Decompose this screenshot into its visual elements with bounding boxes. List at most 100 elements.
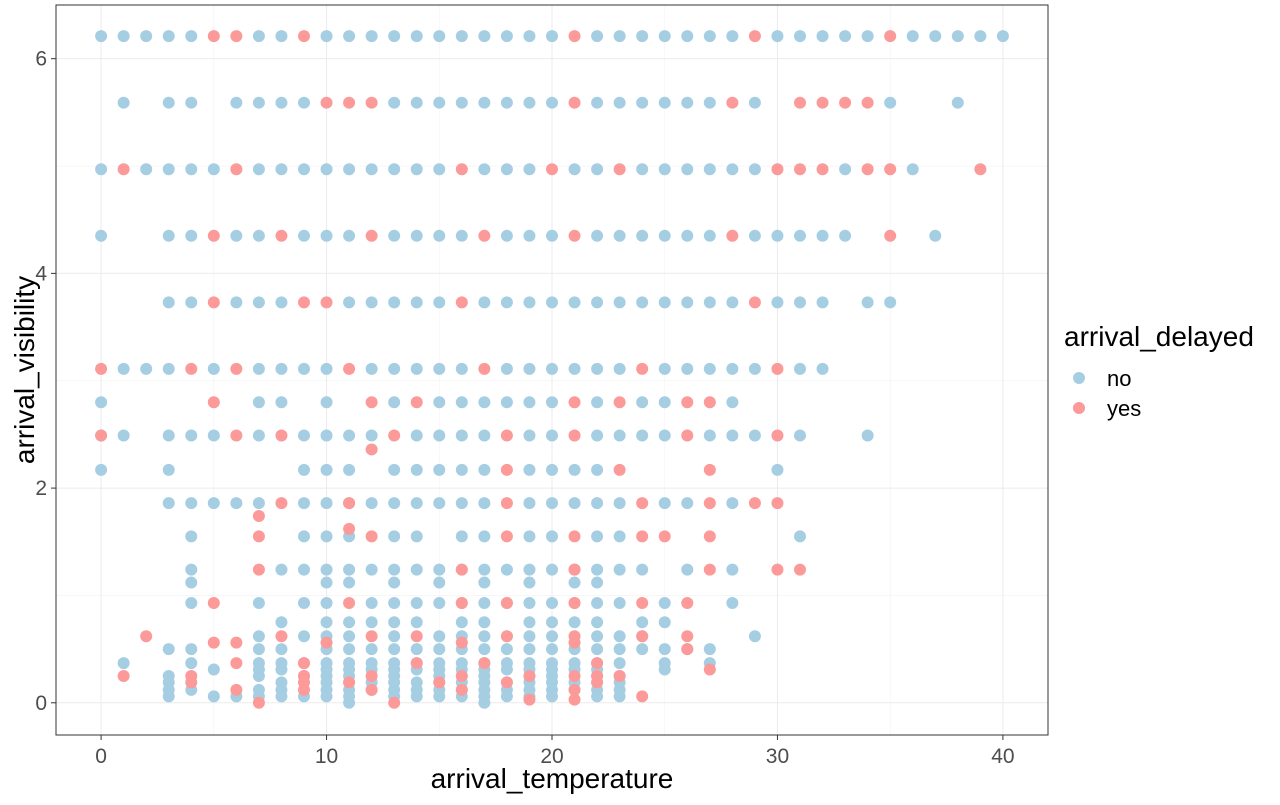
data-point-no: [839, 30, 852, 43]
data-point-no: [343, 30, 356, 43]
data-point-no: [185, 643, 198, 656]
data-point-no: [433, 563, 446, 576]
data-point-no: [974, 30, 987, 43]
data-point-no: [320, 596, 333, 609]
data-point-no: [298, 530, 310, 543]
data-point-no: [703, 163, 716, 176]
data-point-no: [388, 296, 401, 309]
data-point-yes: [343, 497, 356, 510]
data-point-no: [658, 362, 671, 375]
data-point-no: [613, 690, 626, 703]
data-point-no: [388, 463, 401, 476]
legend-title: arrival_delayed: [1064, 321, 1254, 352]
data-point-no: [816, 296, 829, 309]
data-point-no: [433, 96, 446, 109]
data-point-no: [748, 229, 761, 242]
data-point-no: [658, 30, 671, 43]
data-point-no: [523, 296, 536, 309]
data-point-yes: [410, 657, 423, 670]
data-point-no: [185, 429, 198, 442]
data-point-no: [162, 96, 175, 109]
data-point-no: [748, 163, 761, 176]
data-point-no: [591, 362, 604, 375]
data-point-no: [95, 463, 108, 476]
legend-key-yes: [1073, 402, 1085, 414]
data-point-no: [478, 30, 491, 43]
data-point-no: [162, 296, 175, 309]
data-point-no: [388, 96, 401, 109]
data-point-no: [410, 497, 423, 510]
data-point-yes: [343, 362, 356, 375]
data-point-no: [546, 563, 558, 576]
data-point-yes: [298, 683, 310, 696]
data-point-no: [658, 296, 671, 309]
data-point-yes: [523, 669, 536, 682]
data-point-no: [591, 497, 604, 510]
data-point-no: [546, 96, 558, 109]
data-point-no: [252, 630, 265, 643]
data-point-no: [275, 296, 288, 309]
data-point-no: [546, 30, 558, 43]
data-point-no: [343, 229, 356, 242]
data-point-no: [794, 30, 806, 43]
data-point-no: [185, 96, 198, 109]
data-point-yes: [681, 643, 694, 656]
data-point-yes: [658, 530, 671, 543]
data-point-no: [252, 96, 265, 109]
data-point-yes: [410, 630, 423, 643]
data-point-yes: [230, 362, 243, 375]
y-tick-label: 2: [35, 477, 47, 500]
data-point-no: [478, 530, 491, 543]
data-point-no: [794, 296, 806, 309]
data-point-no: [591, 429, 604, 442]
data-point-no: [320, 616, 333, 629]
data-point-no: [658, 396, 671, 409]
data-point-yes: [365, 630, 378, 643]
data-point-no: [658, 429, 671, 442]
data-point-no: [275, 690, 288, 703]
data-point-no: [275, 663, 288, 676]
data-point-no: [117, 30, 130, 43]
data-point-no: [433, 576, 446, 589]
data-point-no: [613, 657, 626, 670]
data-point-no: [320, 690, 333, 703]
data-point-yes: [500, 497, 513, 510]
data-point-yes: [974, 163, 987, 176]
data-point-no: [433, 643, 446, 656]
data-point-yes: [478, 229, 491, 242]
data-point-no: [455, 429, 468, 442]
data-point-no: [591, 616, 604, 629]
x-tick-label: 10: [315, 745, 338, 768]
data-point-no: [478, 630, 491, 643]
data-point-yes: [636, 362, 649, 375]
data-point-no: [636, 396, 649, 409]
data-point-no: [794, 362, 806, 375]
data-point-yes: [388, 429, 401, 442]
data-point-yes: [230, 163, 243, 176]
data-point-no: [230, 497, 243, 510]
data-point-no: [771, 296, 784, 309]
data-point-no: [500, 96, 513, 109]
data-point-no: [523, 576, 536, 589]
data-point-no: [500, 362, 513, 375]
data-point-no: [252, 596, 265, 609]
data-point-no: [591, 643, 604, 656]
data-point-no: [546, 690, 558, 703]
data-point-no: [433, 396, 446, 409]
data-point-no: [117, 429, 130, 442]
data-point-yes: [726, 229, 739, 242]
data-point-no: [343, 616, 356, 629]
data-point-no: [320, 229, 333, 242]
data-point-no: [500, 163, 513, 176]
data-point-no: [523, 563, 536, 576]
data-point-yes: [613, 669, 626, 682]
data-point-no: [478, 463, 491, 476]
data-point-no: [388, 563, 401, 576]
data-point-yes: [343, 96, 356, 109]
data-point-no: [658, 96, 671, 109]
data-point-yes: [207, 30, 220, 43]
data-point-yes: [455, 669, 468, 682]
data-point-yes: [410, 396, 423, 409]
data-point-no: [388, 630, 401, 643]
data-point-yes: [748, 30, 761, 43]
